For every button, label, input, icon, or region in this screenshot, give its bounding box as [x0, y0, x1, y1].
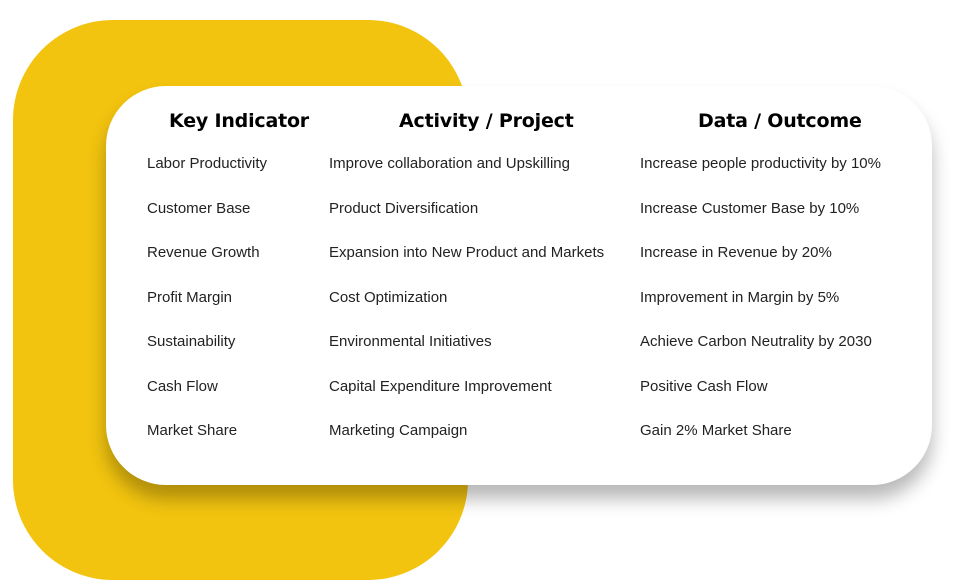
header-key-indicator: Key Indicator [169, 110, 309, 132]
key-indicator-cell: Customer Base [147, 200, 251, 217]
table-row: Labor Productivity Improve collaboration… [0, 155, 960, 175]
kpi-table: Key Indicator Activity / Project Data / … [0, 110, 960, 442]
outcome-cell: Improvement in Margin by 5% [640, 289, 840, 306]
activity-cell: Improve collaboration and Upskilling [329, 155, 570, 172]
activity-cell: Marketing Campaign [329, 422, 468, 439]
outcome-cell: Increase people productivity by 10% [640, 155, 881, 172]
activity-cell: Expansion into New Product and Markets [329, 244, 605, 261]
activity-cell: Cost Optimization [329, 289, 448, 306]
key-indicator-cell: Market Share [147, 422, 238, 439]
table-row: Sustainability Environmental Initiatives… [0, 333, 960, 353]
outcome-cell: Increase Customer Base by 10% [640, 200, 860, 217]
table-row: Customer Base Product Diversification In… [0, 200, 960, 220]
activity-cell: Product Diversification [329, 200, 479, 217]
header-activity-project: Activity / Project [399, 110, 574, 132]
header-data-outcome: Data / Outcome [698, 110, 862, 132]
key-indicator-cell: Profit Margin [147, 289, 233, 306]
table-card [106, 86, 932, 485]
key-indicator-cell: Labor Productivity [147, 155, 268, 172]
outcome-cell: Positive Cash Flow [640, 378, 768, 395]
activity-cell: Capital Expenditure Improvement [329, 378, 552, 395]
activity-cell: Environmental Initiatives [329, 333, 492, 350]
table-row: Profit Margin Cost Optimization Improvem… [0, 289, 960, 309]
outcome-cell: Increase in Revenue by 20% [640, 244, 832, 261]
key-indicator-cell: Cash Flow [147, 378, 218, 395]
table-row: Revenue Growth Expansion into New Produc… [0, 244, 960, 264]
key-indicator-cell: Revenue Growth [147, 244, 260, 261]
table-row: Cash Flow Capital Expenditure Improvemen… [0, 378, 960, 398]
outcome-cell: Gain 2% Market Share [640, 422, 792, 439]
key-indicator-cell: Sustainability [147, 333, 236, 350]
table-row: Market Share Marketing Campaign Gain 2% … [0, 422, 960, 442]
outcome-cell: Achieve Carbon Neutrality by 2030 [640, 333, 872, 350]
